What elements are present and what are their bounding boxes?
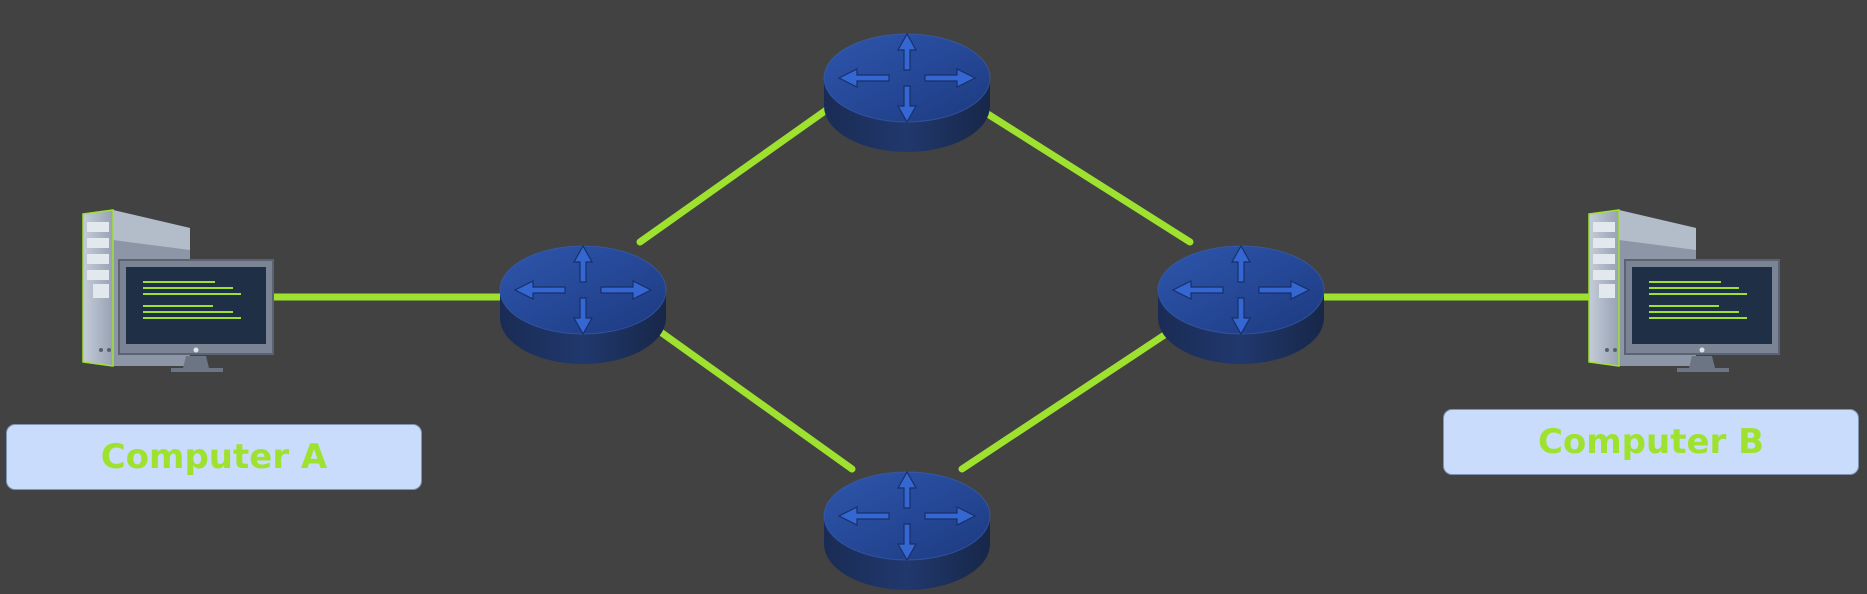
computer-b-label: Computer B	[1537, 422, 1765, 462]
link-router-left-router-bottom	[651, 324, 856, 473]
router-bottom	[823, 471, 991, 591]
computer-a-icon	[82, 209, 274, 373]
computer-b-icon	[1588, 209, 1780, 373]
computer-a-label: Computer A	[100, 437, 328, 477]
link-router-bottom-router-right	[958, 326, 1176, 473]
computer-a-label-box: Computer A	[6, 424, 422, 490]
link-router-left-router-top	[636, 102, 836, 246]
router-top	[823, 33, 991, 153]
router-left	[499, 245, 667, 365]
link-router-top-router-right	[979, 107, 1194, 246]
router-right	[1157, 245, 1325, 365]
computer-b-label-box: Computer B	[1443, 409, 1859, 475]
